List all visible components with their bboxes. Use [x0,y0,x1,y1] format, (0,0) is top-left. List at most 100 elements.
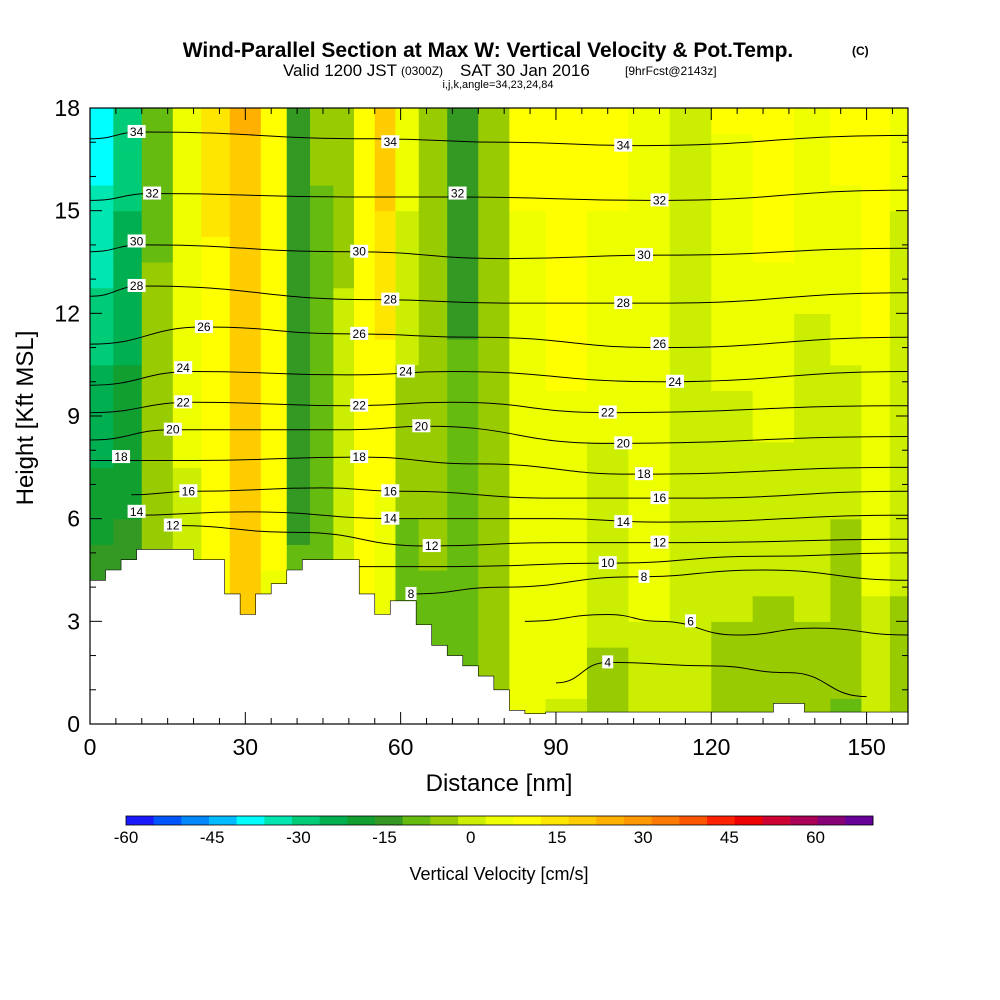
velocity-cell [260,416,288,443]
velocity-cell [752,390,795,417]
velocity-cell [794,313,831,340]
theta-label: 28 [127,278,146,293]
theta-label: 24 [396,364,415,379]
velocity-cell [752,262,795,289]
velocity-cell [286,339,311,366]
theta-label: 12 [650,535,669,550]
colorbar-swatch [624,816,653,825]
velocity-cell [861,287,891,314]
velocity-cell [333,287,355,314]
theta-label-box [381,484,400,498]
velocity-cell [260,441,288,468]
colorbar-swatch [513,816,542,825]
velocity-cell [861,159,891,186]
velocity-cell [395,262,420,289]
velocity-cell [889,672,908,699]
velocity-cell [587,159,630,186]
velocity-cell [794,364,831,391]
velocity-cell [90,493,114,520]
velocity-cell [830,570,863,597]
velocity-cell [310,108,334,135]
theta-label-text: 32 [451,187,465,201]
theta-label: 8 [405,586,417,601]
velocity-cell [260,313,288,340]
theta-contour-6 [524,613,908,636]
x-tick-label: 60 [388,734,414,760]
x-tick-label: 90 [543,734,569,760]
velocity-cell [889,441,908,468]
velocity-cell [509,159,547,186]
theta-contour-30 [90,244,908,260]
velocity-cell [545,518,588,545]
velocity-cell [752,621,795,648]
velocity-cell [447,159,479,186]
velocity-cell [669,210,712,237]
theta-contour-32 [90,189,908,201]
velocity-cell [354,467,376,494]
velocity-cell [201,390,231,417]
velocity-cell [201,467,231,494]
theta-label: 14 [614,515,633,529]
velocity-cell [587,493,630,520]
velocity-cell [545,416,588,443]
velocity-cell [418,364,448,391]
velocity-cell [229,133,262,160]
velocity-cell [478,364,510,391]
velocity-cell [830,185,863,212]
x-tick-label: 0 [84,734,97,760]
velocity-cell [587,467,630,494]
potential-temperature-contours [90,131,908,698]
velocity-cell [201,262,231,289]
velocity-cell [628,210,671,237]
velocity-cell [201,493,231,520]
velocity-cell [374,262,397,289]
velocity-cell [545,441,588,468]
theta-label: 22 [174,395,193,409]
velocity-cell [628,595,671,622]
velocity-cell [201,339,231,366]
velocity-cell [509,108,547,135]
theta-label-box [422,539,441,553]
velocity-cell [509,416,547,443]
velocity-cell [752,493,795,520]
theta-contour-22 [90,401,908,414]
velocity-cell [90,185,114,212]
velocity-cell [830,416,863,443]
theta-label-box [666,374,685,388]
velocity-cell [794,493,831,520]
velocity-cell [669,647,712,674]
velocity-cell [711,647,754,674]
theta-contour-16 [131,487,908,499]
velocity-cell [418,467,448,494]
velocity-cell [861,262,891,289]
colorbar-swatch [375,816,404,825]
velocity-cell [509,621,547,648]
velocity-cell [889,108,908,135]
velocity-cell [310,185,334,212]
colorbar-swatch [790,816,819,825]
velocity-cell [509,467,547,494]
theta-label-box [614,515,633,529]
colorbar-swatch [845,816,874,825]
velocity-cell [545,467,588,494]
y-axis-label: Height [Kft MSL] [12,331,39,506]
velocity-cell [90,287,114,314]
velocity-cell [447,287,479,314]
theta-label-text: 14 [384,512,398,526]
velocity-cell [545,672,588,699]
velocity-cell [354,493,376,520]
theta-label-box [614,436,633,450]
theta-label-text: 4 [604,655,611,669]
velocity-cell [395,159,420,186]
velocity-cell [669,467,712,494]
velocity-cell [830,544,863,571]
velocity-cell [861,595,891,622]
velocity-cell [752,159,795,186]
theta-label: 30 [127,234,146,248]
velocity-cell [861,518,891,545]
colorbar-tick-label: -30 [286,828,311,847]
theta-label-box [350,450,369,464]
velocity-cell [172,133,202,160]
velocity-cell [752,108,795,135]
